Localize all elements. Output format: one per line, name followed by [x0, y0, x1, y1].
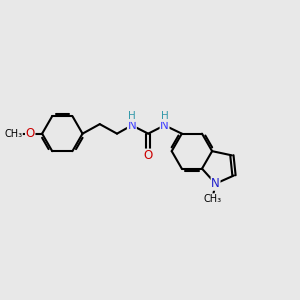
Text: O: O — [144, 149, 153, 162]
Text: H: H — [161, 111, 168, 122]
Text: CH₃: CH₃ — [4, 129, 22, 139]
Text: H: H — [128, 111, 136, 122]
Text: CH₃: CH₃ — [203, 194, 221, 204]
Text: N: N — [160, 119, 169, 132]
Text: N: N — [128, 119, 136, 132]
Text: O: O — [26, 127, 35, 140]
Text: N: N — [211, 177, 220, 190]
